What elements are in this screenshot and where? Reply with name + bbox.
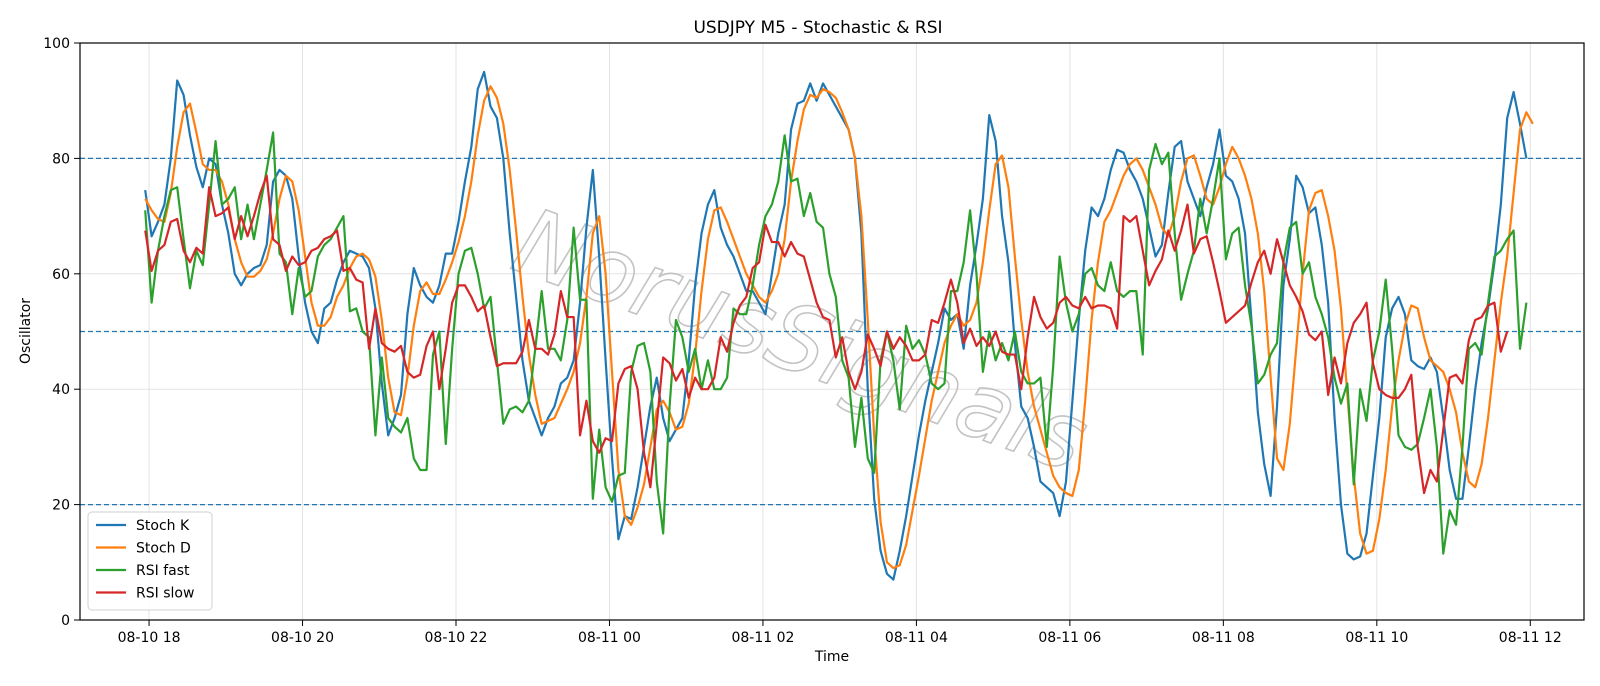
x-tick-label: 08-10 18	[118, 630, 181, 646]
x-tick-label: 08-10 20	[271, 630, 334, 646]
y-tick-label: 40	[52, 382, 70, 398]
x-tick-label: 08-11 02	[731, 630, 794, 646]
x-tick-label: 08-10 22	[425, 630, 488, 646]
y-tick-label: 100	[43, 36, 70, 52]
legend-label: Stoch D	[136, 541, 191, 557]
series-line-rsi-slow	[144, 174, 1509, 495]
x-tick-label: 08-11 08	[1192, 630, 1255, 646]
chart-title: USDJPY M5 - Stochastic & RSI	[693, 18, 942, 38]
x-axis: 08-10 18 08-10 20 08-10 22 08-11 00 08-11 02…	[118, 620, 1562, 646]
x-tick-label: 08-11 06	[1038, 630, 1101, 646]
legend-box	[87, 511, 213, 611]
plot-area	[79, 42, 1585, 621]
x-tick-label: 08-11 00	[578, 630, 641, 646]
y-tick-label: 80	[52, 151, 70, 167]
series-lines	[144, 70, 1534, 581]
x-tick-label: 08-11 10	[1345, 630, 1408, 646]
series-line-rsi-fast	[144, 131, 1528, 555]
y-axis-label: Oscillator	[18, 298, 34, 364]
x-tick-label: 08-11 12	[1499, 630, 1562, 646]
y-tick-label: 20	[52, 498, 70, 514]
legend-label: Stoch K	[136, 518, 190, 534]
series-line-stoch-d	[144, 85, 1534, 570]
x-axis-label: Time	[814, 649, 849, 665]
legend: Stoch K Stoch D RSI fast RSI slow	[87, 511, 213, 611]
legend-label: RSI fast	[136, 563, 190, 579]
y-tick-label: 0	[61, 613, 70, 629]
y-tick-label: 60	[52, 267, 70, 283]
legend-label: RSI slow	[136, 586, 194, 602]
x-tick-label: 08-11 04	[885, 630, 948, 646]
y-axis: 0 20 40 60 80 100	[43, 36, 80, 629]
